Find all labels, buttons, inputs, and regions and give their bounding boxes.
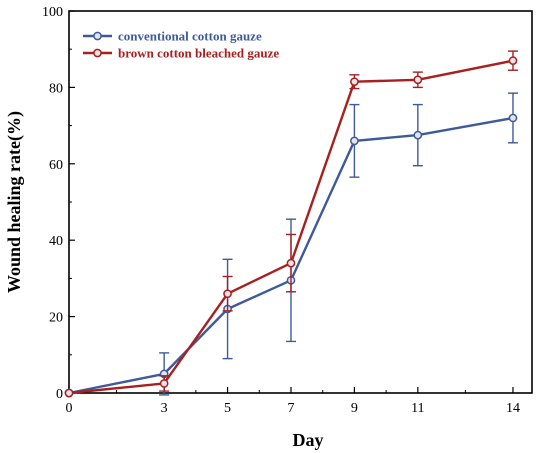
legend-label: brown cotton bleached gauze (118, 46, 279, 61)
x-axis-title: Day (293, 430, 324, 450)
data-point (508, 56, 518, 66)
legend-marker (93, 48, 102, 58)
plot-frame (68, 10, 533, 394)
axes (68, 10, 533, 394)
data-point (350, 136, 359, 146)
series (64, 50, 518, 398)
x-tick-label: 9 (351, 401, 358, 416)
x-tick-label: 11 (411, 401, 424, 416)
x-tick-label: 0 (66, 401, 73, 416)
series-1 (64, 92, 518, 398)
y-tick-label: 20 (49, 311, 63, 326)
data-point (159, 379, 169, 388)
data-point (413, 75, 423, 85)
data-point (508, 113, 518, 123)
x-tick-label: 14 (506, 401, 520, 416)
data-point (64, 388, 74, 398)
series-2 (64, 50, 518, 398)
y-tick-label: 60 (49, 158, 63, 173)
data-point (413, 130, 423, 140)
y-axis-title: Wound healing rate(%) (4, 111, 25, 293)
y-tick-label: 40 (49, 234, 63, 249)
ticks: 0 3 5 7 9 11 14 0 20 40 60 80 100 (42, 5, 520, 416)
legend-label: conventional cotton gauze (118, 29, 262, 44)
x-tick-label: 5 (224, 401, 231, 416)
data-point (223, 289, 232, 299)
y-tick-label: 80 (49, 81, 63, 96)
data-point (286, 258, 296, 268)
x-tick-label: 7 (287, 401, 294, 416)
x-tick-label: 3 (161, 401, 168, 416)
legend-marker (93, 31, 102, 41)
y-tick-label: 100 (42, 5, 63, 20)
data-point (350, 77, 359, 87)
y-tick-label: 0 (56, 387, 63, 402)
legend: conventional cotton gauze brown cotton bl… (83, 29, 279, 61)
